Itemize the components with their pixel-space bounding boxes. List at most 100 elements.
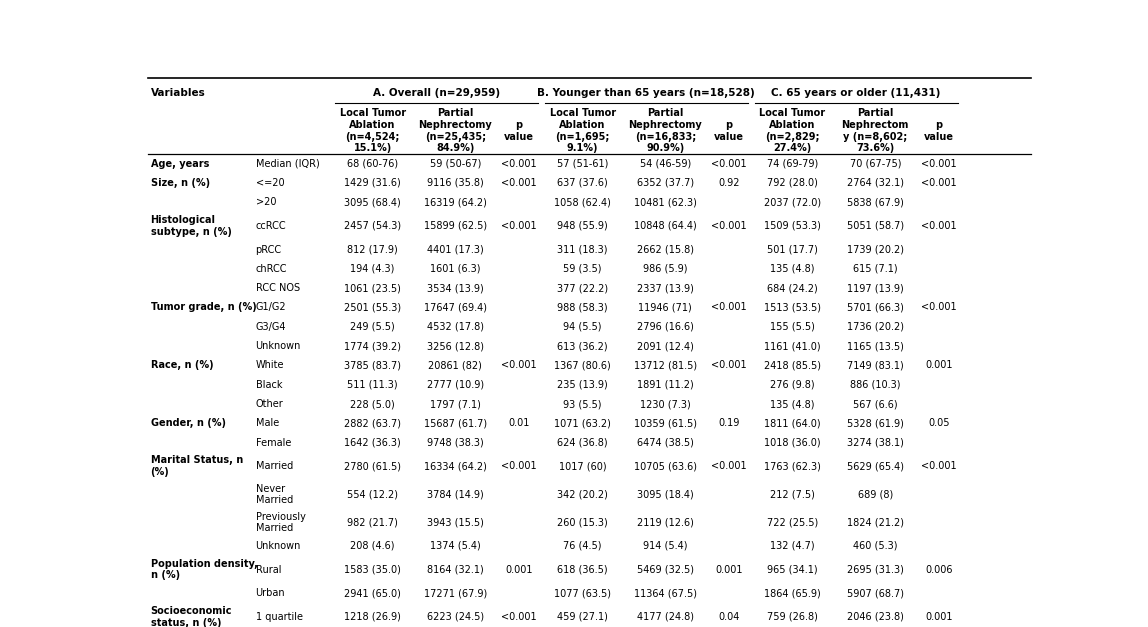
Text: Local Tumor
Ablation
(n=4,524;
15.1%): Local Tumor Ablation (n=4,524; 15.1%)	[340, 108, 405, 153]
Text: 684 (24.2): 684 (24.2)	[767, 283, 817, 293]
Text: 1165 (13.5): 1165 (13.5)	[847, 341, 903, 351]
Text: 1824 (21.2): 1824 (21.2)	[847, 517, 903, 527]
Text: <0.001: <0.001	[921, 302, 956, 312]
Text: 812 (17.9): 812 (17.9)	[347, 245, 398, 255]
Text: 11946 (71): 11946 (71)	[638, 302, 692, 312]
Text: 3784 (14.9): 3784 (14.9)	[427, 489, 483, 499]
Text: 2796 (16.6): 2796 (16.6)	[637, 322, 693, 332]
Text: p
value: p value	[504, 120, 534, 142]
Text: 7149 (83.1): 7149 (83.1)	[847, 361, 903, 371]
Text: 212 (7.5): 212 (7.5)	[770, 489, 815, 499]
Text: Tumor grade, n (%): Tumor grade, n (%)	[150, 302, 256, 312]
Text: Histological
subtype, n (%): Histological subtype, n (%)	[150, 215, 232, 236]
Text: 0.19: 0.19	[719, 418, 739, 428]
Text: G3/G4: G3/G4	[256, 322, 286, 332]
Text: 988 (58.3): 988 (58.3)	[557, 302, 608, 312]
Text: 1374 (5.4): 1374 (5.4)	[430, 541, 481, 551]
Text: 13712 (81.5): 13712 (81.5)	[634, 361, 697, 371]
Text: <0.001: <0.001	[711, 302, 746, 312]
Text: <0.001: <0.001	[921, 221, 956, 231]
Text: 74 (69-79): 74 (69-79)	[767, 159, 819, 169]
Text: 4401 (17.3): 4401 (17.3)	[427, 245, 483, 255]
Text: Previously
Married: Previously Married	[256, 512, 305, 533]
Text: 0.001: 0.001	[925, 361, 953, 371]
Text: 59 (50-67): 59 (50-67)	[429, 159, 481, 169]
Text: 2941 (65.0): 2941 (65.0)	[344, 588, 401, 598]
Text: 10705 (63.6): 10705 (63.6)	[634, 461, 697, 472]
Text: 0.001: 0.001	[925, 612, 953, 622]
Text: 228 (5.0): 228 (5.0)	[350, 399, 395, 409]
Text: 1071 (63.2): 1071 (63.2)	[554, 418, 611, 428]
Text: Age, years: Age, years	[150, 159, 209, 169]
Text: Local Tumor
Ablation
(n=1,695;
9.1%): Local Tumor Ablation (n=1,695; 9.1%)	[550, 108, 615, 153]
Text: 689 (8): 689 (8)	[858, 489, 893, 499]
Text: <=20: <=20	[256, 178, 285, 188]
Text: 554 (12.2): 554 (12.2)	[347, 489, 398, 499]
Text: 5701 (66.3): 5701 (66.3)	[847, 302, 903, 312]
Text: Local Tumor
Ablation
(n=2,829;
27.4%): Local Tumor Ablation (n=2,829; 27.4%)	[760, 108, 825, 153]
Text: 2091 (12.4): 2091 (12.4)	[637, 341, 693, 351]
Text: A. Overall (n=29,959): A. Overall (n=29,959)	[373, 88, 499, 98]
Text: Partial
Nephrectom
y (n=8,602;
73.6%): Partial Nephrectom y (n=8,602; 73.6%)	[841, 108, 909, 153]
Text: 0.001: 0.001	[505, 565, 533, 574]
Text: 1367 (80.6): 1367 (80.6)	[554, 361, 611, 371]
Text: 0.05: 0.05	[928, 418, 949, 428]
Text: 1509 (53.3): 1509 (53.3)	[765, 221, 821, 231]
Text: 1736 (20.2): 1736 (20.2)	[847, 322, 903, 332]
Text: 135 (4.8): 135 (4.8)	[770, 399, 815, 409]
Text: 2780 (61.5): 2780 (61.5)	[344, 461, 401, 472]
Text: 1018 (36.0): 1018 (36.0)	[765, 438, 821, 448]
Text: <0.001: <0.001	[711, 221, 746, 231]
Text: 93 (5.5): 93 (5.5)	[564, 399, 602, 409]
Text: 1513 (53.5): 1513 (53.5)	[765, 302, 821, 312]
Text: 3785 (83.7): 3785 (83.7)	[344, 361, 401, 371]
Text: Urban: Urban	[256, 588, 285, 598]
Text: Marital Status, n
(%): Marital Status, n (%)	[150, 455, 243, 477]
Text: 2764 (32.1): 2764 (32.1)	[847, 178, 903, 188]
Text: Male: Male	[256, 418, 279, 428]
Text: >20: >20	[256, 198, 277, 207]
Text: 1230 (7.3): 1230 (7.3)	[639, 399, 691, 409]
Text: White: White	[256, 361, 284, 371]
Text: 965 (34.1): 965 (34.1)	[767, 565, 817, 574]
Text: 5629 (65.4): 5629 (65.4)	[847, 461, 903, 472]
Text: 511 (11.3): 511 (11.3)	[348, 380, 398, 390]
Text: 613 (36.2): 613 (36.2)	[557, 341, 608, 351]
Text: 208 (4.6): 208 (4.6)	[350, 541, 395, 551]
Text: 2501 (55.3): 2501 (55.3)	[344, 302, 401, 312]
Text: 1218 (26.9): 1218 (26.9)	[344, 612, 401, 622]
Text: 1739 (20.2): 1739 (20.2)	[847, 245, 903, 255]
Text: 3095 (68.4): 3095 (68.4)	[344, 198, 401, 207]
Text: Unknown: Unknown	[256, 541, 301, 551]
Text: <0.001: <0.001	[502, 159, 537, 169]
Text: Married: Married	[256, 461, 293, 472]
Text: p
value: p value	[714, 120, 744, 142]
Text: Partial
Nephrectomy
(n=25,435;
84.9%): Partial Nephrectomy (n=25,435; 84.9%)	[419, 108, 492, 153]
Text: pRCC: pRCC	[256, 245, 281, 255]
Text: 1058 (62.4): 1058 (62.4)	[554, 198, 611, 207]
Text: 70 (67-75): 70 (67-75)	[850, 159, 901, 169]
Text: 1797 (7.1): 1797 (7.1)	[429, 399, 481, 409]
Text: <0.001: <0.001	[502, 461, 537, 472]
Text: 5838 (67.9): 5838 (67.9)	[847, 198, 903, 207]
Text: <0.001: <0.001	[921, 159, 956, 169]
Text: Median (IQR): Median (IQR)	[256, 159, 319, 169]
Text: 0.92: 0.92	[719, 178, 739, 188]
Text: 567 (6.6): 567 (6.6)	[853, 399, 898, 409]
Text: Black: Black	[256, 380, 282, 390]
Text: <0.001: <0.001	[502, 178, 537, 188]
Text: 16319 (64.2): 16319 (64.2)	[424, 198, 487, 207]
Text: 2662 (15.8): 2662 (15.8)	[637, 245, 693, 255]
Text: 722 (25.5): 722 (25.5)	[767, 517, 819, 527]
Text: 59 (3.5): 59 (3.5)	[564, 264, 602, 274]
Text: <0.001: <0.001	[711, 159, 746, 169]
Text: 57 (51-61): 57 (51-61)	[557, 159, 608, 169]
Text: 20861 (82): 20861 (82)	[428, 361, 482, 371]
Text: 1197 (13.9): 1197 (13.9)	[847, 283, 903, 293]
Text: 276 (9.8): 276 (9.8)	[770, 380, 815, 390]
Text: 15687 (61.7): 15687 (61.7)	[424, 418, 487, 428]
Text: 5328 (61.9): 5328 (61.9)	[847, 418, 903, 428]
Text: 17647 (69.4): 17647 (69.4)	[424, 302, 487, 312]
Text: 1583 (35.0): 1583 (35.0)	[344, 565, 401, 574]
Text: 982 (21.7): 982 (21.7)	[347, 517, 398, 527]
